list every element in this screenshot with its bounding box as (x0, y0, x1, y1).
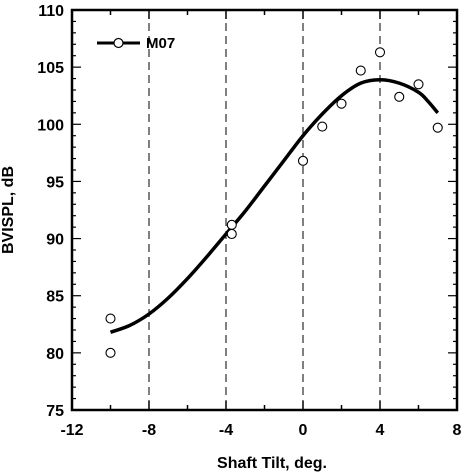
x-tick-label: 8 (453, 422, 462, 439)
data-point (394, 91, 405, 102)
y-tick-label: 110 (38, 3, 64, 20)
data-point (432, 122, 443, 133)
y-tick-labels: 75 80 85 90 95 100 105 110 (37, 3, 64, 420)
legend-label: M07 (146, 35, 175, 52)
x-tick-label: 4 (376, 422, 385, 439)
y-tick-label: 90 (46, 232, 64, 249)
x-tick-label: 0 (299, 422, 308, 439)
grid-lines (148, 10, 381, 410)
data-point (374, 47, 386, 58)
fit-curve-layer (109, 77, 440, 334)
data-point (355, 65, 366, 76)
data-point (297, 155, 309, 166)
x-tick-labels: -12 -8 -4 0 4 8 (60, 422, 461, 439)
data-point (226, 228, 237, 240)
y-axis-label: BVISPL, dB (0, 166, 17, 254)
data-point (413, 79, 424, 90)
fit-curve (109, 77, 440, 334)
y-tick-label: 105 (37, 60, 64, 77)
x-tick-label: -12 (60, 422, 83, 439)
plot-frame (70, 8, 459, 412)
y-tick-label: 85 (46, 289, 64, 306)
y-tick-label: 95 (46, 174, 64, 191)
x-tick-label: -8 (142, 422, 156, 439)
data-point (317, 121, 328, 132)
data-point (336, 98, 347, 109)
y-tick-label: 80 (46, 346, 64, 363)
legend: M07 (97, 35, 175, 52)
data-point (105, 313, 116, 324)
y-tick-label: 100 (37, 117, 64, 134)
data-point (226, 219, 237, 230)
axis-ticks (71, 9, 458, 411)
x-tick-label: -4 (219, 422, 233, 439)
y-tick-label: 75 (46, 403, 64, 420)
data-points (105, 47, 443, 358)
data-point (105, 347, 116, 358)
x-axis-label: Shaft Tilt, deg. (217, 455, 327, 472)
legend-marker (113, 37, 124, 49)
